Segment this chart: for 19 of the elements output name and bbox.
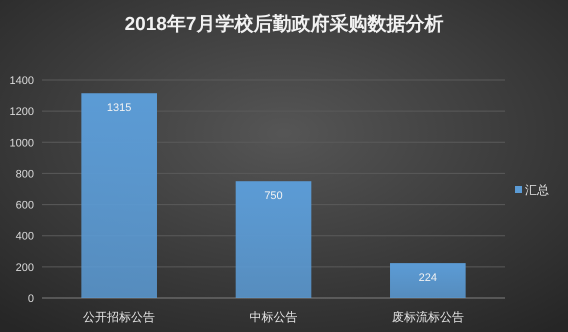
y-tick-label: 400	[16, 230, 34, 243]
data-label: 750	[264, 190, 283, 202]
y-tick-label: 1000	[10, 137, 34, 150]
x-tick-label: 废标流标公告	[392, 310, 464, 324]
bar	[81, 93, 157, 298]
y-tick-label: 200	[16, 262, 34, 274]
y-tick-label: 1400	[10, 75, 34, 87]
legend-label: 汇总	[525, 183, 549, 197]
data-label: 224	[418, 272, 438, 284]
x-tick-label: 中标公告	[250, 310, 298, 324]
data-label: 1315	[106, 102, 132, 114]
y-tick-label: 1200	[10, 106, 34, 118]
bar	[236, 181, 312, 298]
y-tick-label: 0	[28, 293, 34, 305]
y-tick-label: 600	[16, 200, 34, 212]
bar	[390, 263, 466, 298]
y-tick-label: 800	[16, 168, 34, 180]
chart-title: 2018年7月学校后勤政府采购数据分析	[124, 13, 444, 35]
x-tick-label: 公开招标公告	[83, 310, 156, 324]
